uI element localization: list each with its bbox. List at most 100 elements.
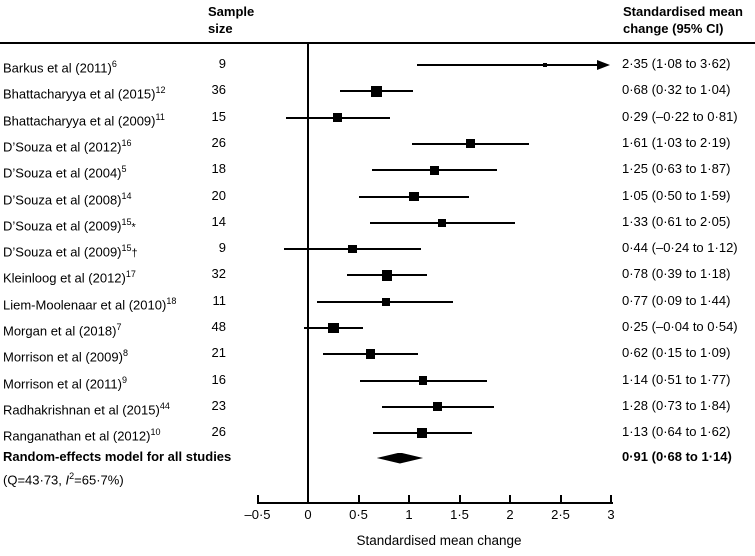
effect-marker <box>432 402 442 412</box>
study-label: Bhattacharyya et al (2015)12 <box>3 81 166 103</box>
effect-value: 0·44 (–0·24 to 1·12) <box>622 240 738 256</box>
study-reference-number: 6 <box>111 59 117 69</box>
axis-tick <box>458 495 461 503</box>
sample-size-value: 23 <box>211 397 226 413</box>
study-reference-number: 16 <box>121 137 132 148</box>
sample-size-value: 11 <box>212 292 227 308</box>
effect-value: 0·78 (0·39 to 1·18) <box>622 266 731 282</box>
sample-size-value: 21 <box>211 345 226 361</box>
study-author: D’Souza et al (2008) <box>3 191 122 207</box>
study-author: Liem-Moolenaar et al (2010) <box>3 297 167 313</box>
axis-tick <box>408 495 410 503</box>
summary-diamond <box>376 452 424 464</box>
effect-value: 1·25 (0·63 to 1·87) <box>622 161 731 177</box>
column-header-sample-size: Sample size <box>208 4 255 36</box>
sample-size-value: 18 <box>211 161 226 177</box>
effect-value: 1·05 (0·50 to 1·59) <box>622 187 731 203</box>
effect-marker <box>418 376 428 385</box>
study-label: D’Souza et al (2004)5 <box>3 160 127 182</box>
axis-tick <box>357 495 360 503</box>
sample-size-value: 14 <box>211 213 226 229</box>
effect-marker <box>429 165 439 175</box>
confidence-interval-line <box>417 64 598 66</box>
effect-value: 0·29 (–0·22 to 0·81) <box>622 108 738 124</box>
study-label: D’Souza et al (2012)16 <box>3 134 132 156</box>
effect-value: 0·77 (0·09 to 1·44) <box>622 292 731 308</box>
effect-marker <box>381 270 392 281</box>
sample-size-value: 48 <box>211 319 226 334</box>
study-reference-number: 18 <box>166 295 177 306</box>
sample-size-value: 9 <box>218 240 226 256</box>
study-author: Ranganathan et al (2012) <box>3 428 151 444</box>
axis-tick-label: 2 <box>506 507 514 522</box>
study-reference-number: 17 <box>125 269 136 280</box>
effect-marker <box>348 244 357 254</box>
sample-size-value: 15 <box>211 108 226 124</box>
study-label: Morrison et al (2011)9 <box>3 371 127 393</box>
study-label: Barkus et al (2011)6 <box>3 55 117 77</box>
study-label: Ranganathan et al (2012)10 <box>3 423 160 445</box>
zero-reference-line <box>307 44 309 503</box>
axis-tick <box>559 495 562 503</box>
effect-value: 1·13 (0·64 to 1·62) <box>622 424 731 440</box>
study-author: Morgan et al (2018) <box>3 323 117 339</box>
effect-marker <box>543 62 548 68</box>
study-author: Radhakrishnan et al (2015) <box>3 402 160 418</box>
effect-value: 1·33 (0·61 to 2·05) <box>622 213 731 229</box>
axis-tick-label: 0·5 <box>349 507 368 522</box>
study-author: D’Souza et al (2004) <box>3 165 122 181</box>
study-author: D’Souza et al (2009) <box>3 218 122 234</box>
effect-marker <box>371 86 382 97</box>
heterogeneity-q: (Q=43·73, <box>3 472 66 488</box>
study-author: Morrison et al (2009) <box>3 349 123 365</box>
study-reference-number: 15 <box>121 216 132 227</box>
effect-marker <box>332 112 342 123</box>
study-label: Morgan et al (2018)7 <box>3 318 121 340</box>
effect-value: 1·28 (0·73 to 1·84) <box>622 397 731 413</box>
axis-tick <box>256 495 259 503</box>
effect-value: 0·68 (0·32 to 1·04) <box>622 82 731 98</box>
sample-size-value: 16 <box>211 371 226 387</box>
study-label: D’Souza et al (2008)14 <box>3 187 132 209</box>
study-author: D’Souza et al (2009) <box>3 244 122 260</box>
study-reference-number: 12 <box>155 85 166 96</box>
summary-value: 0·91 (0·68 to 1·14) <box>622 449 732 464</box>
i-squared-symbol: I <box>65 472 70 488</box>
effect-marker <box>327 322 339 334</box>
axis-tick <box>509 495 511 503</box>
arrow-right-icon <box>597 59 610 70</box>
study-reference-number: 8 <box>122 348 128 359</box>
study-suffix-mark: † <box>131 247 138 260</box>
study-author: Bhattacharyya et al (2009) <box>3 112 156 128</box>
effect-value: 0·25 (–0·04 to 0·54) <box>622 319 738 334</box>
study-author: Bhattacharyya et al (2015) <box>3 86 156 102</box>
effect-marker <box>438 218 447 227</box>
effect-marker <box>409 191 419 202</box>
effect-marker <box>365 349 376 360</box>
x-axis-line <box>257 502 613 504</box>
i-squared-exponent: 2 <box>69 471 75 481</box>
sample-size-value: 20 <box>211 187 226 203</box>
axis-tick-label: 1 <box>405 507 413 522</box>
sample-size-value: 26 <box>211 424 226 440</box>
effect-value: 0·62 (0·15 to 1·09) <box>622 345 731 361</box>
effect-value: 1·61 (1·03 to 2·19) <box>622 134 731 150</box>
summary-label: Random-effects model for all studies <box>3 449 232 464</box>
axis-tick-label: 2·5 <box>551 507 570 522</box>
study-label: Radhakrishnan et al (2015)44 <box>3 397 170 419</box>
study-reference-number: 9 <box>121 374 127 385</box>
study-author: D’Souza et al (2012) <box>3 139 122 155</box>
study-author: Barkus et al (2011) <box>3 60 112 76</box>
sample-size-value: 9 <box>218 56 226 71</box>
study-reference-number: 7 <box>116 322 122 332</box>
study-reference-number: 11 <box>155 111 165 122</box>
study-author: Morrison et al (2011) <box>3 375 122 391</box>
axis-tick-label: 3 <box>607 507 615 522</box>
x-axis-title: Standardised mean change <box>356 533 522 548</box>
effect-marker <box>466 139 476 149</box>
study-label: D’Souza et al (2009)15* <box>3 213 136 236</box>
header-divider-rule <box>0 42 755 44</box>
study-label: Morrison et al (2009)8 <box>3 344 128 366</box>
effect-value: 2·35 (1·08 to 3·62) <box>622 56 731 71</box>
axis-tick <box>610 495 612 503</box>
